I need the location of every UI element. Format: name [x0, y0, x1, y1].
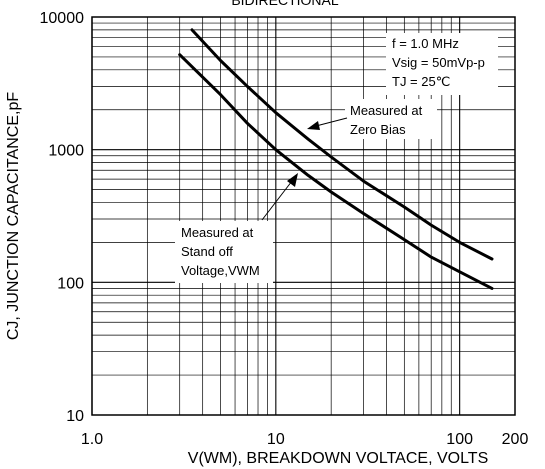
- legend-line: Vsig = 50mVp-p: [392, 55, 485, 70]
- annotation-line: Zero Bias: [350, 122, 406, 137]
- y-tick-label: 1000: [48, 143, 84, 160]
- annotation-line: Voltage,VWM: [181, 263, 260, 278]
- chart-title: BIDIRECTIONAL: [231, 0, 339, 8]
- y-tick-label: 10: [66, 408, 84, 425]
- x-tick-label: 1.0: [81, 431, 103, 448]
- x-axis-label: V(WM), BREAKDOWN VOLTACE, VOLTS: [188, 450, 488, 467]
- series-layer: [178, 28, 494, 290]
- x-tick-label: 10: [267, 431, 285, 448]
- series-line-2: [178, 53, 494, 290]
- legend: f = 1.0 MHz Vsig = 50mVp-p TJ = 25℃: [392, 36, 485, 89]
- y-tick-labels: 10 100 1000 10000: [40, 10, 85, 425]
- legend-box: [386, 33, 498, 95]
- grid: [91, 17, 516, 416]
- standoff-arrow: [261, 173, 298, 221]
- standoff-annotation: Measured at Stand off Voltage,VWM: [181, 225, 260, 278]
- series-line-1: [190, 28, 494, 261]
- zero-bias-annotation-box: [345, 99, 437, 139]
- annotation-line: Measured at: [350, 103, 423, 118]
- zero-bias-annotation: Measured at Zero Bias: [350, 103, 423, 137]
- x-tick-label: 100: [446, 431, 473, 448]
- y-axis-label: CJ, JUNCTION CAPACITANCE,pF: [5, 92, 22, 341]
- zero-bias-arrow: [307, 117, 348, 130]
- y-tick-label: 10000: [40, 10, 85, 27]
- plot-frame: [91, 16, 516, 416]
- y-tick-label: 100: [57, 275, 84, 292]
- legend-line: TJ = 25℃: [392, 74, 450, 89]
- x-tick-labels: 1.0 10 100 200: [81, 431, 529, 448]
- standoff-annotation-box: [175, 221, 273, 283]
- legend-line: f = 1.0 MHz: [392, 36, 459, 51]
- x-tick-label: 200: [502, 431, 529, 448]
- annotation-line: Measured at: [181, 225, 254, 240]
- annotation-line: Stand off: [181, 244, 233, 259]
